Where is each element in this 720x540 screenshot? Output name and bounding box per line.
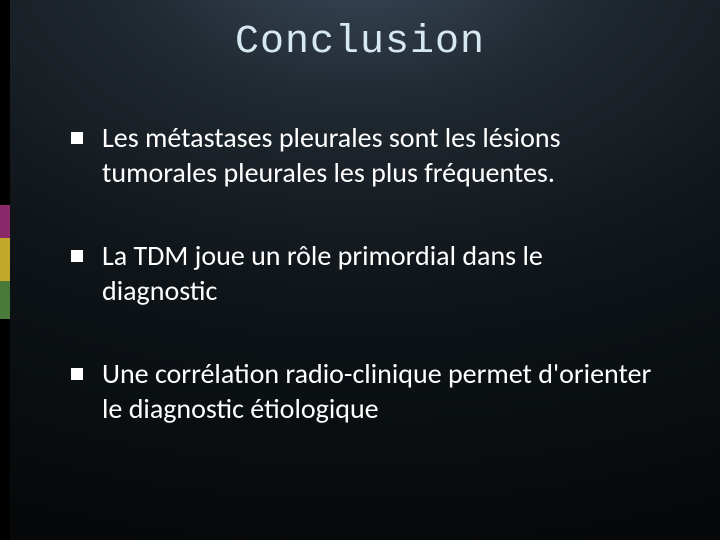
bullet-marker-icon (70, 367, 84, 381)
bullet-text: Une corrélation radio-clinique permet d'… (102, 356, 660, 426)
accent-bar (0, 0, 10, 540)
bullet-marker-icon (70, 131, 84, 145)
accent-seg-1 (0, 205, 10, 237)
slide: Conclusion Les métastases pleurales sont… (0, 0, 720, 540)
bullet-text: La TDM joue un rôle primordial dans le d… (102, 238, 660, 308)
bullet-marker-icon (70, 249, 84, 263)
bullet-text: Les métastases pleurales sont les lésion… (102, 120, 660, 190)
slide-title: Conclusion (0, 20, 720, 65)
accent-seg-4 (0, 319, 10, 540)
slide-body: Les métastases pleurales sont les lésion… (70, 120, 660, 474)
bullet-item: La TDM joue un rôle primordial dans le d… (70, 238, 660, 308)
bullet-item: Une corrélation radio-clinique permet d'… (70, 356, 660, 426)
bullet-item: Les métastases pleurales sont les lésion… (70, 120, 660, 190)
accent-seg-3 (0, 281, 10, 319)
accent-seg-2 (0, 238, 10, 281)
